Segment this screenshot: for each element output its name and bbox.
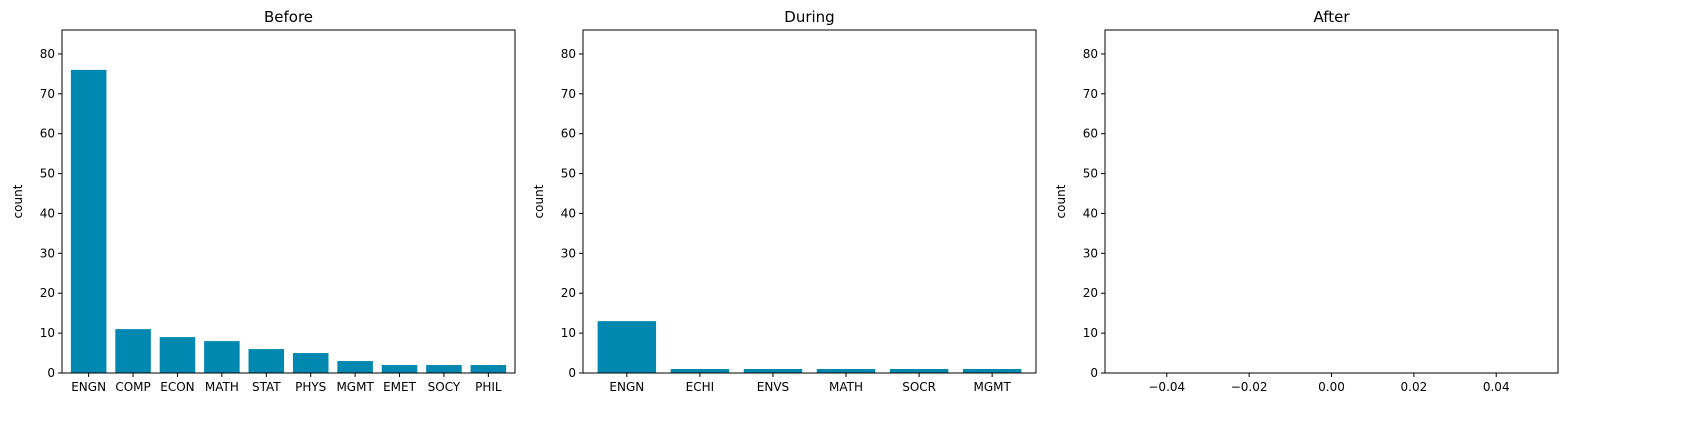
x-tick-label: ECON xyxy=(160,380,194,394)
axes-frame xyxy=(61,29,516,374)
y-axis-label: count xyxy=(532,184,546,218)
x-tick-label: 0.02 xyxy=(1401,380,1428,394)
bar-engn xyxy=(597,321,657,373)
y-tick-label: 0 xyxy=(47,366,55,380)
x-tick-label: ENGN xyxy=(609,380,644,394)
x-tick-label: −0.04 xyxy=(1148,380,1185,394)
y-tick-label: 80 xyxy=(40,47,55,61)
bar-mgmt xyxy=(337,361,373,373)
chart-title: During xyxy=(784,8,834,26)
bar-math xyxy=(204,341,240,373)
y-tick-label: 70 xyxy=(561,87,576,101)
x-tick-label: STAT xyxy=(252,380,281,394)
y-tick-label: 40 xyxy=(1083,206,1098,220)
y-tick-label: 50 xyxy=(561,167,576,181)
x-tick-label: EMET xyxy=(383,380,417,394)
y-tick-label: 70 xyxy=(1083,87,1098,101)
y-tick-label: 80 xyxy=(1083,47,1098,61)
bar-comp xyxy=(115,329,151,373)
x-tick-label: SOCY xyxy=(428,380,461,394)
bar-envs xyxy=(743,369,803,373)
y-tick-label: 20 xyxy=(40,286,55,300)
y-tick-label: 30 xyxy=(40,246,55,260)
y-tick-label: 40 xyxy=(561,206,576,220)
y-tick-label: 10 xyxy=(561,326,576,340)
bar-socr xyxy=(889,369,949,373)
x-tick-label: MATH xyxy=(829,380,863,394)
axes-frame xyxy=(1104,29,1559,374)
bar-echi xyxy=(670,369,730,373)
x-tick-label: ENVS xyxy=(757,380,789,394)
x-tick-label: PHIL xyxy=(475,380,502,394)
x-tick-label: COMP xyxy=(115,380,150,394)
y-tick-label: 40 xyxy=(40,206,55,220)
bar-socy xyxy=(426,365,462,373)
y-tick-label: 0 xyxy=(1090,366,1098,380)
before-panel: Before count 0 10 20 30 40 50 60 70 80 ENGN COMP ECON… xyxy=(11,8,516,394)
y-tick-label: 30 xyxy=(561,246,576,260)
x-tick-label: −0.02 xyxy=(1231,380,1268,394)
chart-title: Before xyxy=(264,8,313,26)
y-tick-label: 80 xyxy=(561,47,576,61)
y-tick-label: 60 xyxy=(1083,127,1098,141)
bar-econ xyxy=(159,337,196,373)
bar-stat xyxy=(248,349,285,373)
y-axis-label: count xyxy=(11,184,25,218)
axes-frame xyxy=(582,29,1037,374)
y-tick-label: 50 xyxy=(1083,167,1098,181)
x-tick-label: PHYS xyxy=(295,380,326,394)
x-tick-label: MATH xyxy=(205,380,239,394)
y-tick-label: 60 xyxy=(40,127,55,141)
chart-title: After xyxy=(1313,8,1350,26)
during-panel: During count 0 10 20 30 40 50 60 70 80 ENGN ECHI ENVS… xyxy=(532,8,1037,394)
y-tick-label: 10 xyxy=(1083,326,1098,340)
after-panel: After count 0 10 20 30 40 50 60 70 80 −0.04 −0.02 0.0… xyxy=(1054,8,1559,394)
y-tick-label: 30 xyxy=(1083,246,1098,260)
x-tick-label: SOCR xyxy=(902,380,936,394)
x-tick-label: 0.00 xyxy=(1318,380,1345,394)
y-tick-label: 20 xyxy=(561,286,576,300)
y-tick-label: 0 xyxy=(568,366,576,380)
bar-phys xyxy=(292,353,329,373)
y-tick-label: 70 xyxy=(40,87,55,101)
x-tick-label: ENGN xyxy=(71,380,106,394)
x-tick-label: MGMT xyxy=(973,380,1011,394)
bar-engn xyxy=(70,69,107,373)
x-tick-label: ECHI xyxy=(686,380,715,394)
y-tick-label: 10 xyxy=(40,326,55,340)
bar-emet xyxy=(381,365,418,373)
y-tick-label: 60 xyxy=(561,127,576,141)
y-tick-label: 20 xyxy=(1083,286,1098,300)
y-tick-label: 50 xyxy=(40,167,55,181)
bar-mgmt xyxy=(962,369,1022,373)
x-tick-label: 0.04 xyxy=(1483,380,1510,394)
y-axis-label: count xyxy=(1054,184,1068,218)
bar-phil xyxy=(470,365,507,373)
bar-math xyxy=(816,369,876,373)
x-tick-label: MGMT xyxy=(336,380,374,394)
